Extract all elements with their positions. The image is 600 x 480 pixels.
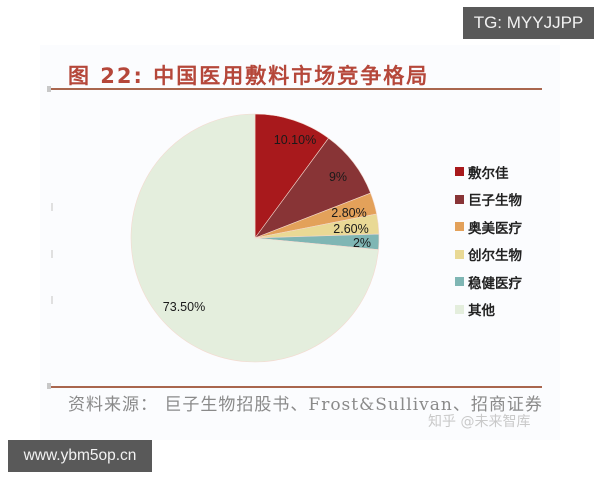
watermark-tag-bottom-left: www.ybm5op.cn xyxy=(8,440,152,472)
pie-label-fuerjia: 10.10% xyxy=(274,133,316,147)
figure-title: 图 22: 中国医用敷料市场竞争格局 xyxy=(68,64,430,88)
pie-slices xyxy=(130,113,380,363)
rule-tick xyxy=(47,383,51,389)
legend-item-aomei: 奥美医疗 xyxy=(455,213,522,241)
title-rule xyxy=(48,88,542,90)
legend-item-juzi: 巨子生物 xyxy=(455,186,522,214)
source-rule xyxy=(48,386,542,388)
legend-swatch xyxy=(455,222,464,232)
legend-swatch xyxy=(455,249,464,259)
margin-mark xyxy=(51,296,53,304)
legend-item-fuerjia: 敷尔佳 xyxy=(455,158,522,186)
source-note: 资料来源： 巨子生物招股书、Frost&Sullivan、招商证券 xyxy=(68,395,543,415)
chart-legend: 敷尔佳 巨子生物 奥美医疗 创尔生物 稳健医疗 其他 xyxy=(455,158,522,323)
platform-watermark: 知乎 @未来智库 xyxy=(428,414,531,430)
pie-label-aomei: 2.80% xyxy=(331,206,366,220)
pie-label-wenjian: 2% xyxy=(353,236,371,250)
watermark-tag-top-right: TG: MYYJJPP xyxy=(463,7,594,39)
pie-label-juzi: 9% xyxy=(329,170,347,184)
legend-item-chuanger: 创尔生物 xyxy=(455,241,522,269)
margin-mark xyxy=(51,203,53,211)
legend-item-others: 其他 xyxy=(455,296,522,324)
legend-swatch xyxy=(455,167,464,177)
legend-swatch xyxy=(455,304,464,314)
pie-label-chuanger: 2.60% xyxy=(333,222,368,236)
pie-label-others: 73.50% xyxy=(163,300,205,314)
legend-swatch xyxy=(455,194,464,204)
margin-mark xyxy=(51,250,53,258)
pie-slice-0 xyxy=(254,113,329,239)
legend-swatch xyxy=(455,277,464,287)
rule-tick xyxy=(47,86,51,92)
legend-item-wenjian: 稳健医疗 xyxy=(455,268,522,296)
pie-slice-5 xyxy=(130,113,379,363)
